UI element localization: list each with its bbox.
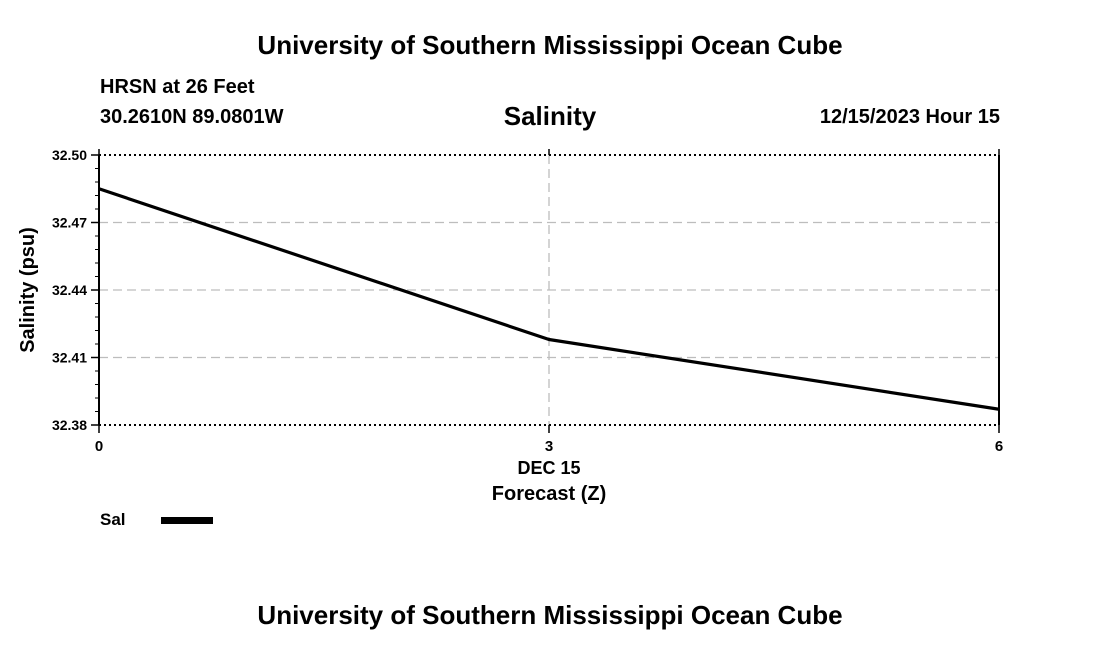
y-tick-label: 32.50 — [52, 147, 87, 163]
station-coordinates: 30.2610N 89.0801W — [100, 106, 284, 128]
legend-swatch-sal — [161, 517, 213, 524]
x-tick-label: 0 — [95, 438, 103, 455]
x-tick-label: 6 — [995, 438, 1003, 455]
page-title: University of Southern Mississippi Ocean… — [257, 30, 843, 60]
y-tick-label: 32.38 — [52, 417, 87, 433]
forecast-datetime: 12/15/2023 Hour 15 — [819, 106, 1000, 128]
station-label: HRSN at 26 Feet — [100, 76, 255, 98]
chart-title: Salinity — [503, 101, 597, 131]
footer-title: University of Southern Mississippi Ocean… — [257, 600, 843, 630]
x-date-label: DEC 15 — [517, 458, 580, 478]
y-axis-title: Salinity (psu) — [17, 227, 39, 353]
y-tick-label: 32.47 — [52, 215, 87, 231]
legend-label-sal: Sal — [100, 510, 126, 529]
y-tick-label: 32.41 — [52, 350, 87, 366]
y-tick-label: 32.44 — [52, 282, 87, 298]
x-tick-label: 3 — [545, 438, 553, 455]
x-axis-title: Forecast (Z) — [492, 483, 606, 505]
